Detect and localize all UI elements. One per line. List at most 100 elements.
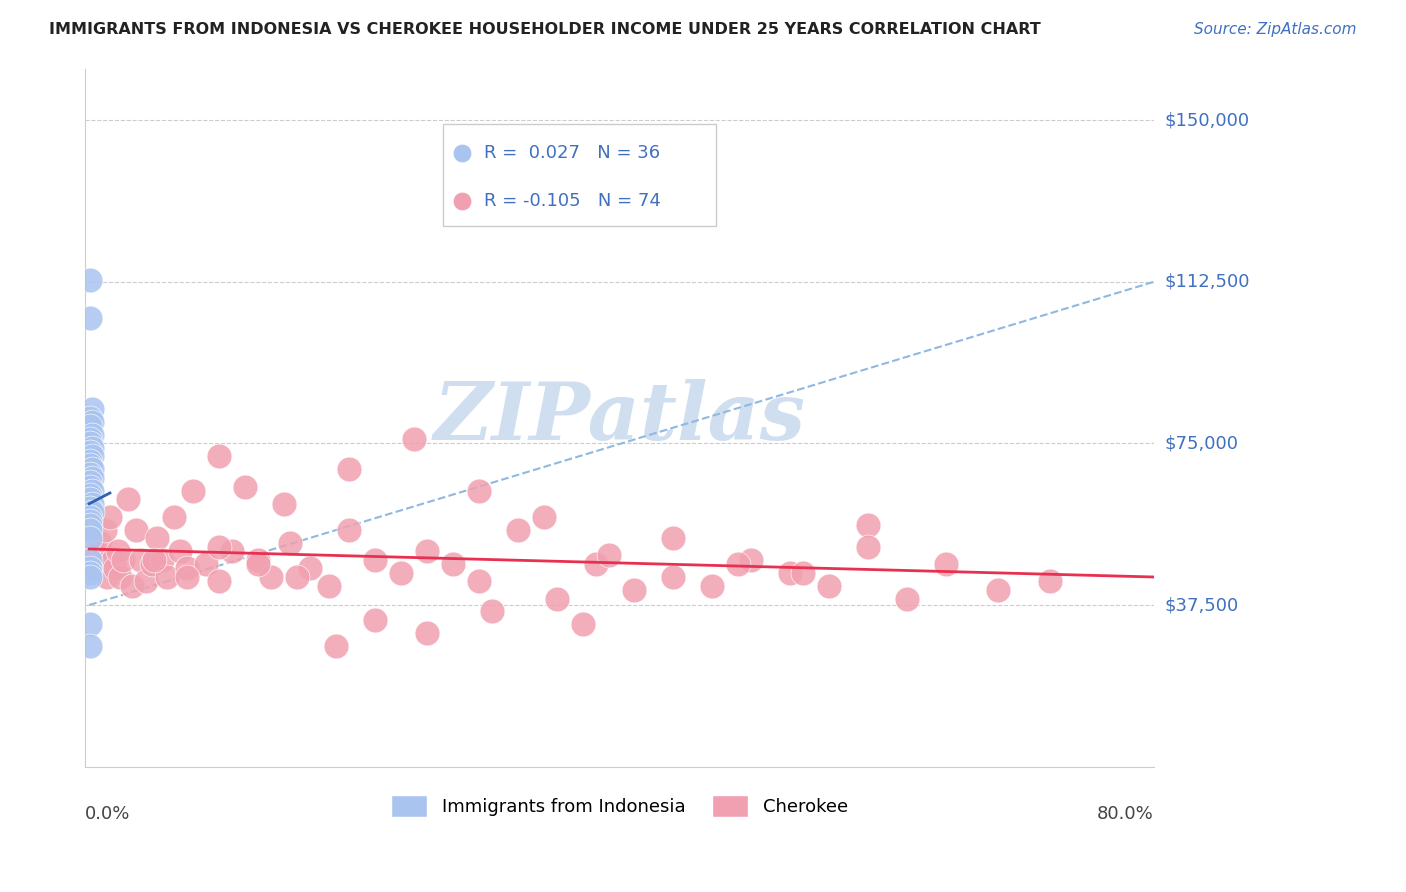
Point <box>79 523 101 537</box>
Point <box>79 432 101 446</box>
Point <box>662 531 685 545</box>
Point <box>181 483 204 498</box>
Point <box>337 462 360 476</box>
Point <box>585 557 607 571</box>
Text: $75,000: $75,000 <box>1166 434 1239 452</box>
Point <box>79 639 101 653</box>
Point <box>79 492 101 507</box>
Point <box>536 759 558 773</box>
Point <box>141 557 163 571</box>
Point <box>389 566 412 580</box>
Point <box>143 553 166 567</box>
Point <box>104 561 127 575</box>
Point <box>298 561 321 575</box>
Point <box>727 557 749 571</box>
Point <box>121 579 143 593</box>
Point <box>779 566 801 580</box>
Point <box>162 509 184 524</box>
Point <box>273 497 295 511</box>
Text: IMMIGRANTS FROM INDONESIA VS CHEROKEE HOUSEHOLDER INCOME UNDER 25 YEARS CORRELAT: IMMIGRANTS FROM INDONESIA VS CHEROKEE HO… <box>49 22 1040 37</box>
Point <box>208 540 231 554</box>
Point <box>79 617 101 632</box>
Point <box>80 441 103 455</box>
Point <box>80 483 103 498</box>
Point <box>416 626 439 640</box>
Text: 80.0%: 80.0% <box>1097 805 1154 823</box>
Point <box>208 574 231 589</box>
Point <box>285 570 308 584</box>
Point <box>79 514 101 528</box>
Point <box>533 509 555 524</box>
Point <box>481 604 503 618</box>
Point <box>101 553 124 567</box>
Text: $112,500: $112,500 <box>1166 273 1250 291</box>
Point <box>79 467 101 481</box>
Point <box>79 410 101 425</box>
Point <box>135 574 157 589</box>
Point <box>176 570 198 584</box>
Point <box>818 579 841 593</box>
Point <box>325 639 347 653</box>
Point <box>195 557 218 571</box>
Point <box>260 570 283 584</box>
Text: Source: ZipAtlas.com: Source: ZipAtlas.com <box>1194 22 1357 37</box>
FancyBboxPatch shape <box>443 124 716 226</box>
Point <box>221 544 243 558</box>
Point <box>176 561 198 575</box>
Point <box>79 509 101 524</box>
Point <box>80 505 103 519</box>
Point <box>150 553 173 567</box>
Point <box>896 591 918 606</box>
Point <box>79 475 101 490</box>
Point <box>80 471 103 485</box>
Point <box>79 453 101 467</box>
Text: R = -0.105   N = 74: R = -0.105 N = 74 <box>484 193 661 211</box>
Point <box>79 458 101 472</box>
Point <box>94 523 117 537</box>
Point <box>79 273 101 287</box>
Point <box>80 462 103 476</box>
Text: $37,500: $37,500 <box>1166 596 1239 614</box>
Point <box>79 479 101 493</box>
Point <box>740 553 762 567</box>
Point <box>91 557 114 571</box>
Point <box>145 531 167 545</box>
Point <box>364 613 387 627</box>
Point <box>80 401 103 416</box>
Point <box>467 574 489 589</box>
Point <box>107 544 129 558</box>
Point <box>280 535 302 549</box>
Point <box>84 544 107 558</box>
Point <box>79 518 101 533</box>
Point <box>935 557 957 571</box>
Point <box>1039 574 1062 589</box>
Point <box>79 553 101 567</box>
Point <box>125 523 148 537</box>
Point <box>792 566 814 580</box>
Point <box>79 311 101 326</box>
Point <box>79 436 101 450</box>
Point <box>856 518 879 533</box>
Point <box>662 570 685 584</box>
Text: R =  0.027   N = 36: R = 0.027 N = 36 <box>484 144 659 161</box>
Legend: Immigrants from Indonesia, Cherokee: Immigrants from Indonesia, Cherokee <box>384 788 855 824</box>
Point <box>364 553 387 567</box>
Point <box>441 557 464 571</box>
Point <box>416 544 439 558</box>
Point <box>79 531 101 545</box>
Text: $150,000: $150,000 <box>1166 112 1250 129</box>
Point <box>402 432 425 446</box>
Point <box>79 488 101 502</box>
Point <box>506 523 529 537</box>
Point <box>80 450 103 464</box>
Point <box>546 591 568 606</box>
Point <box>111 553 134 567</box>
Point <box>169 544 191 558</box>
Point <box>318 579 340 593</box>
Point <box>337 523 360 537</box>
Point <box>80 415 103 429</box>
Point <box>233 479 256 493</box>
Point <box>96 570 118 584</box>
Point <box>89 535 111 549</box>
Point <box>467 483 489 498</box>
